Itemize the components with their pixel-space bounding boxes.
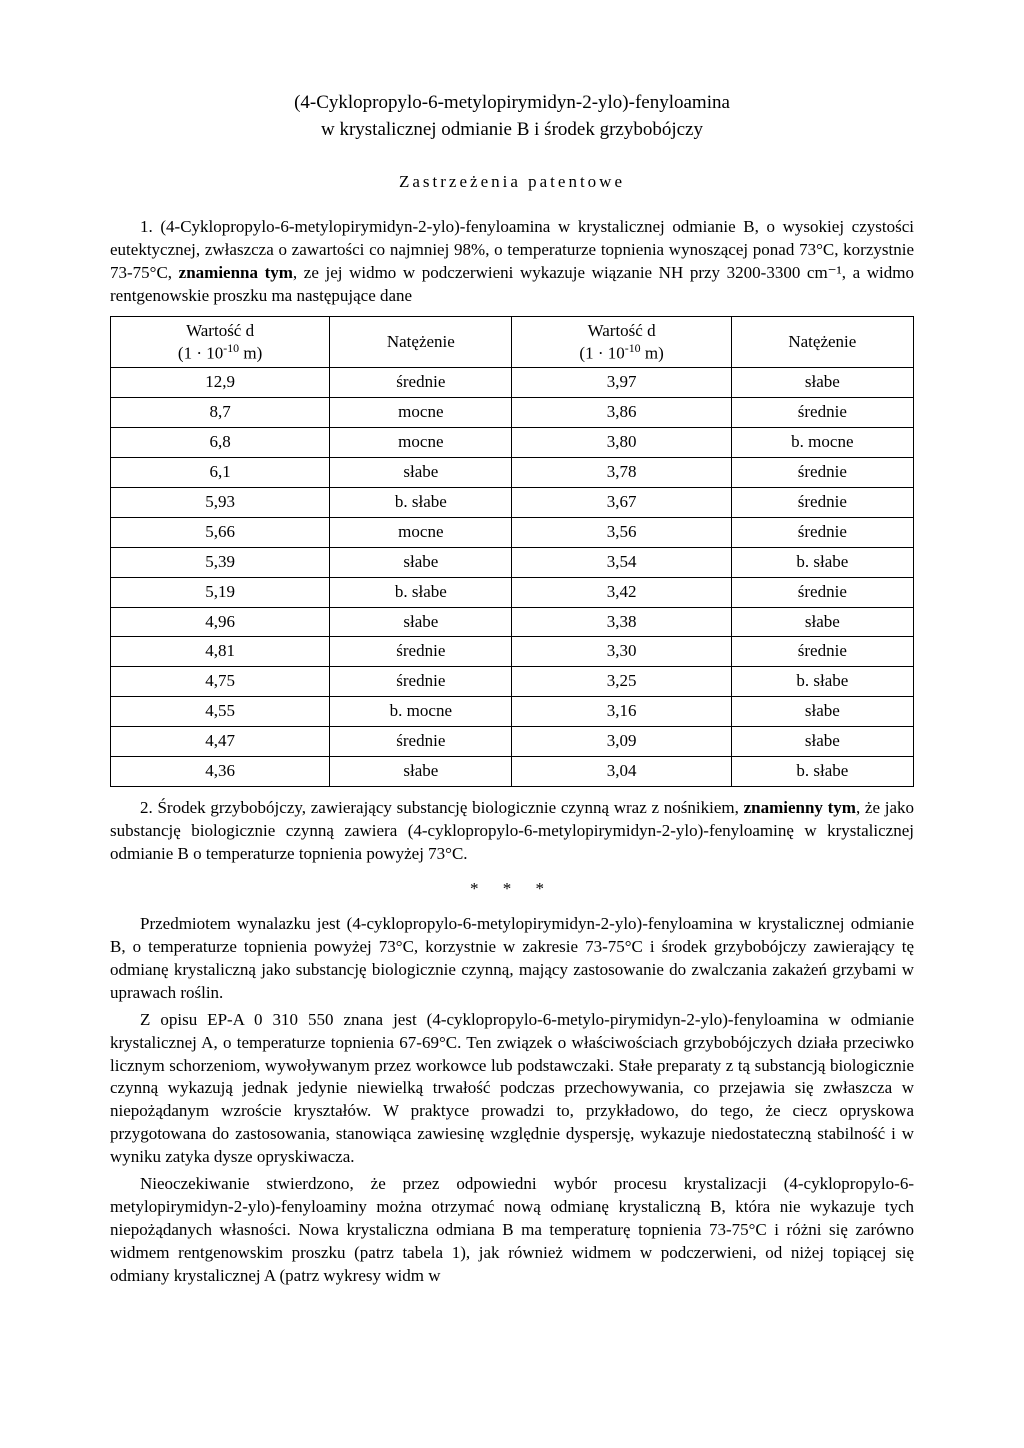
table-row: 5,93b. słabe3,67średnie bbox=[111, 487, 914, 517]
table-cell: b. słabe bbox=[330, 577, 512, 607]
title-line-1: (4-Cyklopropylo-6-metylopirymidyn-2-ylo)… bbox=[294, 92, 730, 113]
table-row: 5,39słabe3,54b. słabe bbox=[111, 547, 914, 577]
table-cell: słabe bbox=[731, 727, 913, 757]
table-cell: 4,75 bbox=[111, 667, 330, 697]
table-cell: słabe bbox=[731, 607, 913, 637]
table-cell: 4,96 bbox=[111, 607, 330, 637]
table-cell: b. słabe bbox=[330, 487, 512, 517]
table-cell: średnie bbox=[330, 368, 512, 398]
table-cell: 6,8 bbox=[111, 427, 330, 457]
table-cell: średnie bbox=[731, 487, 913, 517]
title-line-2: w krystalicznej odmianie B i środek grzy… bbox=[321, 119, 703, 140]
table-cell: 5,66 bbox=[111, 517, 330, 547]
table-cell: 3,78 bbox=[512, 457, 731, 487]
table-cell: 3,80 bbox=[512, 427, 731, 457]
table-cell: 3,42 bbox=[512, 577, 731, 607]
table-cell: średnie bbox=[330, 727, 512, 757]
table-cell: b. słabe bbox=[731, 667, 913, 697]
table-cell: 3,54 bbox=[512, 547, 731, 577]
table-row: 6,1słabe3,78średnie bbox=[111, 457, 914, 487]
table-cell: słabe bbox=[731, 368, 913, 398]
table-cell: 3,67 bbox=[512, 487, 731, 517]
table-row: 8,7mocne3,86średnie bbox=[111, 397, 914, 427]
table-cell: 4,55 bbox=[111, 697, 330, 727]
table-cell: słabe bbox=[330, 457, 512, 487]
table-cell: średnie bbox=[731, 577, 913, 607]
table-row: 4,36słabe3,04b. słabe bbox=[111, 757, 914, 787]
table-cell: średnie bbox=[330, 637, 512, 667]
table-header-col3: Wartość d(1 · 10-10 m) bbox=[512, 316, 731, 367]
table-cell: 5,19 bbox=[111, 577, 330, 607]
table-cell: słabe bbox=[330, 547, 512, 577]
table-cell: 3,86 bbox=[512, 397, 731, 427]
table-header-col4: Natężenie bbox=[731, 316, 913, 367]
body-paragraph-3: Nieoczekiwanie stwierdzono, że przez odp… bbox=[110, 1173, 914, 1288]
table-cell: 4,47 bbox=[111, 727, 330, 757]
table-cell: 12,9 bbox=[111, 368, 330, 398]
table-cell: b. mocne bbox=[330, 697, 512, 727]
table-cell: 3,16 bbox=[512, 697, 731, 727]
table-cell: 3,25 bbox=[512, 667, 731, 697]
table-header-col2: Natężenie bbox=[330, 316, 512, 367]
table-cell: 3,97 bbox=[512, 368, 731, 398]
table-cell: średnie bbox=[731, 457, 913, 487]
table-header-row: Wartość d(1 · 10-10 m) Natężenie Wartość… bbox=[111, 316, 914, 367]
table-cell: 5,39 bbox=[111, 547, 330, 577]
table-header-col1: Wartość d(1 · 10-10 m) bbox=[111, 316, 330, 367]
table-row: 12,9średnie3,97słabe bbox=[111, 368, 914, 398]
xray-data-table: Wartość d(1 · 10-10 m) Natężenie Wartość… bbox=[110, 316, 914, 787]
table-row: 5,66mocne3,56średnie bbox=[111, 517, 914, 547]
table-cell: mocne bbox=[330, 517, 512, 547]
table-cell: słabe bbox=[330, 607, 512, 637]
table-row: 4,96słabe3,38słabe bbox=[111, 607, 914, 637]
claims-header: Zastrzeżenia patentowe bbox=[110, 171, 914, 194]
table-row: 4,75średnie3,25b. słabe bbox=[111, 667, 914, 697]
table-cell: 3,04 bbox=[512, 757, 731, 787]
claim-1: 1. (4-Cyklopropylo-6-metylopirymidyn-2-y… bbox=[110, 216, 914, 308]
claim-1-bold: znamienna tym bbox=[179, 263, 293, 282]
table-cell: 4,81 bbox=[111, 637, 330, 667]
claim-2-text-part1: 2. Środek grzybobójczy, zawierający subs… bbox=[140, 798, 744, 817]
table-cell: 3,09 bbox=[512, 727, 731, 757]
table-cell: b. słabe bbox=[731, 547, 913, 577]
table-cell: mocne bbox=[330, 397, 512, 427]
body-paragraph-2: Z opisu EP-A 0 310 550 znana jest (4-cyk… bbox=[110, 1009, 914, 1170]
table-row: 4,47średnie3,09słabe bbox=[111, 727, 914, 757]
table-row: 5,19b. słabe3,42średnie bbox=[111, 577, 914, 607]
table-cell: średnie bbox=[731, 637, 913, 667]
table-cell: średnie bbox=[330, 667, 512, 697]
separator: * * * bbox=[110, 878, 914, 901]
table-cell: średnie bbox=[731, 397, 913, 427]
table-cell: b. mocne bbox=[731, 427, 913, 457]
table-cell: b. słabe bbox=[731, 757, 913, 787]
table-cell: słabe bbox=[731, 697, 913, 727]
table-row: 4,81średnie3,30średnie bbox=[111, 637, 914, 667]
table-row: 4,55b. mocne3,16słabe bbox=[111, 697, 914, 727]
table-cell: 5,93 bbox=[111, 487, 330, 517]
claim-2-bold: znamienny tym bbox=[744, 798, 856, 817]
table-cell: 4,36 bbox=[111, 757, 330, 787]
table-cell: słabe bbox=[330, 757, 512, 787]
table-cell: 3,38 bbox=[512, 607, 731, 637]
table-row: 6,8mocne3,80b. mocne bbox=[111, 427, 914, 457]
body-paragraph-1: Przedmiotem wynalazku jest (4-cyklopropy… bbox=[110, 913, 914, 1005]
document-title: (4-Cyklopropylo-6-metylopirymidyn-2-ylo)… bbox=[110, 90, 914, 143]
table-cell: 6,1 bbox=[111, 457, 330, 487]
table-cell: 8,7 bbox=[111, 397, 330, 427]
table-cell: 3,30 bbox=[512, 637, 731, 667]
table-cell: średnie bbox=[731, 517, 913, 547]
table-cell: 3,56 bbox=[512, 517, 731, 547]
table-cell: mocne bbox=[330, 427, 512, 457]
claim-2: 2. Środek grzybobójczy, zawierający subs… bbox=[110, 797, 914, 866]
